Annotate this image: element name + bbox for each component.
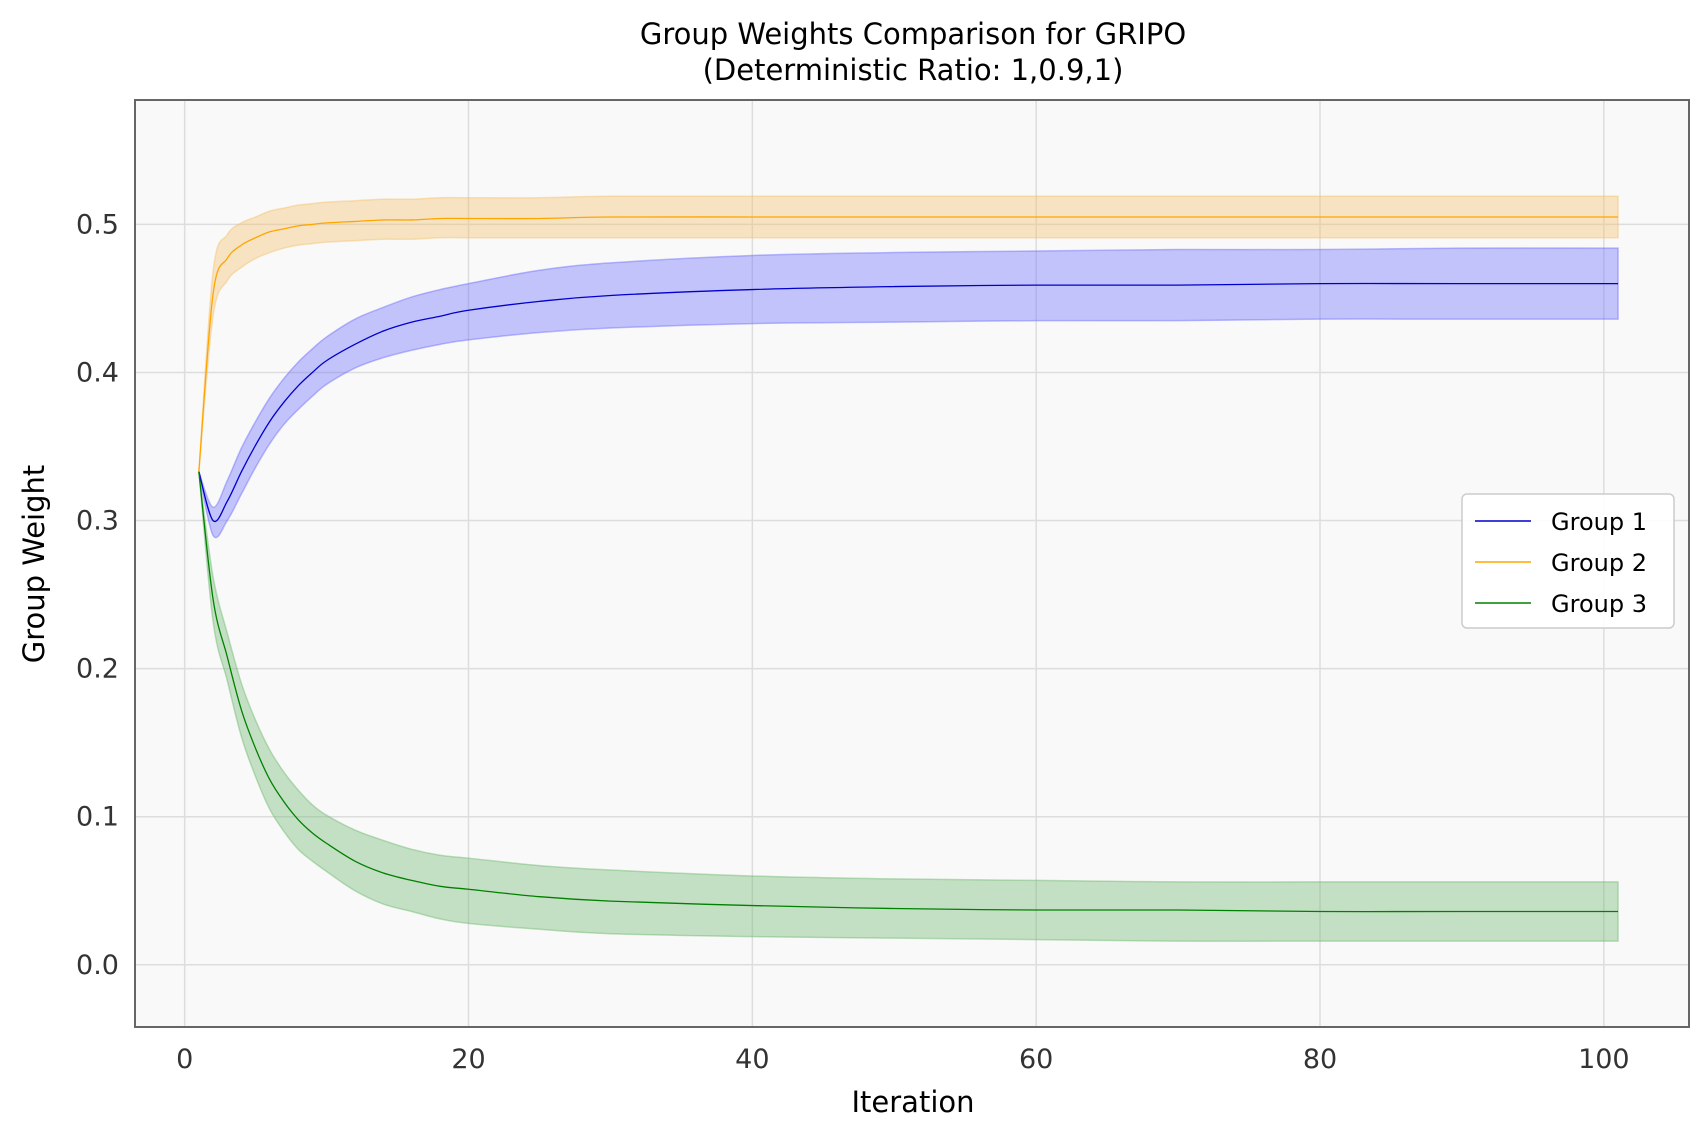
- grid: [135, 100, 1689, 1027]
- y-axis-ticks: 0.0 0.1 0.2 0.3 0.4 0.5: [76, 209, 119, 980]
- y-tick-label: 0.4: [76, 357, 119, 388]
- plot-background: [135, 100, 1689, 1027]
- legend: Group 1 Group 2 Group 3: [1461, 493, 1675, 629]
- y-tick-label: 0.5: [76, 209, 119, 240]
- plot-frame: [134, 99, 1690, 1028]
- group-3-band: [198, 471, 1619, 942]
- x-tick-label: 0: [176, 1044, 193, 1075]
- legend-box: [1461, 493, 1675, 629]
- x-tick-label: 80: [1303, 1044, 1337, 1075]
- group-3-line: [198, 471, 1619, 913]
- series-lines: [198, 216, 1619, 913]
- legend-label-group-2: Group 2: [1551, 549, 1647, 577]
- y-tick-label: 0.3: [76, 506, 119, 537]
- legend-label-group-1: Group 1: [1551, 508, 1647, 536]
- x-tick-label: 60: [1019, 1044, 1053, 1075]
- chart-subtitle: (Deterministic Ratio: 1,0.9,1): [703, 53, 1124, 87]
- group-2-line: [198, 216, 1619, 472]
- confidence-bands: [198, 195, 1619, 942]
- x-tick-label: 100: [1578, 1044, 1630, 1075]
- plot-area: [134, 99, 1690, 1028]
- y-axis-label: Group Weight: [17, 465, 51, 664]
- y-tick-label: 0.1: [76, 802, 119, 833]
- group-1-band: [198, 247, 1619, 539]
- y-tick-label: 0.2: [76, 654, 119, 685]
- x-tick-label: 40: [735, 1044, 769, 1075]
- group-2-band: [198, 195, 1619, 472]
- legend-label-group-3: Group 3: [1551, 590, 1647, 618]
- group-1-line: [198, 282, 1619, 523]
- x-axis-label: Iteration: [851, 1085, 974, 1119]
- chart-title: Group Weights Comparison for GRIPO: [640, 17, 1186, 51]
- legend-items: Group 1 Group 2 Group 3: [1475, 508, 1647, 618]
- y-tick-label: 0.0: [76, 950, 119, 981]
- x-tick-label: 20: [451, 1044, 485, 1075]
- x-axis-ticks: 0 20 40 60 80 100: [176, 1044, 1630, 1075]
